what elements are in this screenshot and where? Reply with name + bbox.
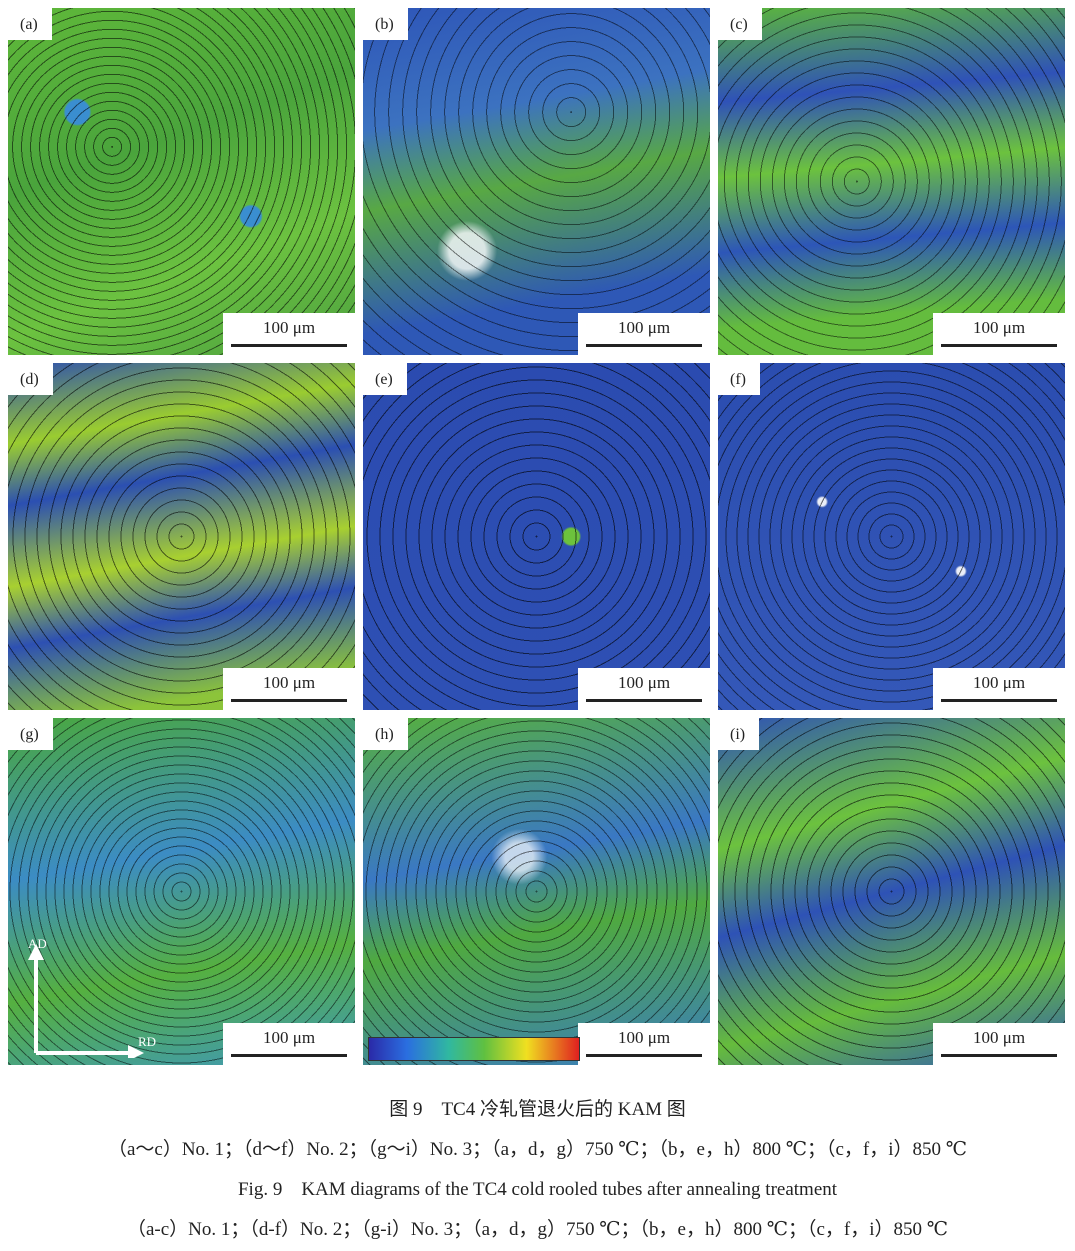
scale-bar-line	[231, 699, 347, 702]
scale-bar: 100 μm	[933, 668, 1065, 710]
panel-label: (h)	[363, 718, 408, 750]
scale-bar-label: 100 μm	[262, 673, 316, 692]
scale-bar-label: 100 μm	[617, 318, 671, 337]
panel-label: (a)	[8, 8, 52, 40]
panel-label: (e)	[363, 363, 407, 395]
scale-bar-label: 100 μm	[617, 1028, 671, 1047]
micrograph-panel: (f) 100 μm	[718, 363, 1065, 710]
kam-map	[718, 363, 1065, 710]
axis-label: AD	[28, 938, 47, 951]
scale-bar: 100 μm	[933, 1023, 1065, 1065]
kam-map	[8, 363, 355, 710]
caption-cn-title: 图 9 TC4 冷轧管退火后的 KAM 图	[389, 1099, 686, 1120]
scale-bar-line	[231, 1054, 347, 1057]
panel-label: (d)	[8, 363, 53, 395]
scale-bar-line	[231, 344, 347, 347]
kam-map	[8, 718, 355, 1065]
panel-label: (i)	[718, 718, 760, 750]
micrograph-panel: (c) 100 μm	[718, 8, 1065, 355]
axis-arrow	[34, 956, 131, 1055]
kam-map	[363, 8, 710, 355]
scale-bar: 100 μm	[578, 1023, 710, 1065]
micrograph-panel: (i) 100 μm	[718, 718, 1065, 1065]
panel-label: (b)	[363, 8, 408, 40]
figure-grid: (a) 100 μm (b) 100 μm (c) 100 μm (d) 100 μm (e) 1…	[8, 8, 1066, 1066]
micrograph-panel: (b) 100 μm	[363, 8, 710, 355]
direction-axes: AD RD	[28, 938, 156, 1058]
scale-bar-line	[586, 344, 702, 347]
caption-en-title: Fig. 9 KAM diagrams of the TC4 cold rool…	[237, 1179, 838, 1200]
kam-map	[363, 363, 710, 710]
scale-bar-label: 100 μm	[617, 673, 671, 692]
scale-bar: 100 μm	[223, 668, 355, 710]
micrograph-panel: (a) 100 μm	[8, 8, 355, 355]
color-bar	[368, 1037, 580, 1061]
scale-bar: 100 μm	[223, 1023, 355, 1065]
micrograph-panel: (h) 100 μm	[363, 718, 710, 1065]
scale-bar-label: 100 μm	[262, 318, 316, 337]
kam-map	[8, 8, 355, 355]
scale-bar: 100 μm	[223, 313, 355, 355]
arrow-head	[28, 944, 144, 1058]
kam-map	[718, 8, 1065, 355]
caption: 图 9 TC4 冷轧管退火后的 KAM 图 （a～c）No. 1；（d～f）No…	[0, 1090, 1075, 1250]
panel-label: (g)	[8, 718, 53, 750]
caption-cn-note: （a～c）No. 1；（d～f）No. 2；（g～i）No. 3；（a，d，g）…	[107, 1139, 968, 1160]
kam-map	[363, 718, 710, 1065]
scale-bar-line	[941, 344, 1057, 347]
scale-bar-label: 100 μm	[972, 1028, 1026, 1047]
scale-bar-label: 100 μm	[972, 673, 1026, 692]
scale-bar: 100 μm	[933, 313, 1065, 355]
micrograph-panel: (d) 100 μm	[8, 363, 355, 710]
scale-bar-line	[941, 699, 1057, 702]
caption-en-note: （a-c）No. 1；（d-f）No. 2；（g-i）No. 3；（a，d，g）…	[126, 1219, 949, 1240]
scale-bar-line	[941, 1054, 1057, 1057]
scale-bar-line	[586, 699, 702, 702]
micrograph-panel: (g) 100 μm AD RD	[8, 718, 355, 1065]
scale-bar-label: 100 μm	[262, 1028, 316, 1047]
micrograph-panel: (e) 100 μm	[363, 363, 710, 710]
panel-label: (c)	[718, 8, 762, 40]
scale-bar-label: 100 μm	[972, 318, 1026, 337]
scale-bar-line	[586, 1054, 702, 1057]
scale-bar: 100 μm	[578, 313, 710, 355]
axis-label: RD	[138, 1034, 156, 1049]
kam-map	[718, 718, 1065, 1065]
scale-bar: 100 μm	[578, 668, 710, 710]
panel-label: (f)	[718, 363, 760, 395]
